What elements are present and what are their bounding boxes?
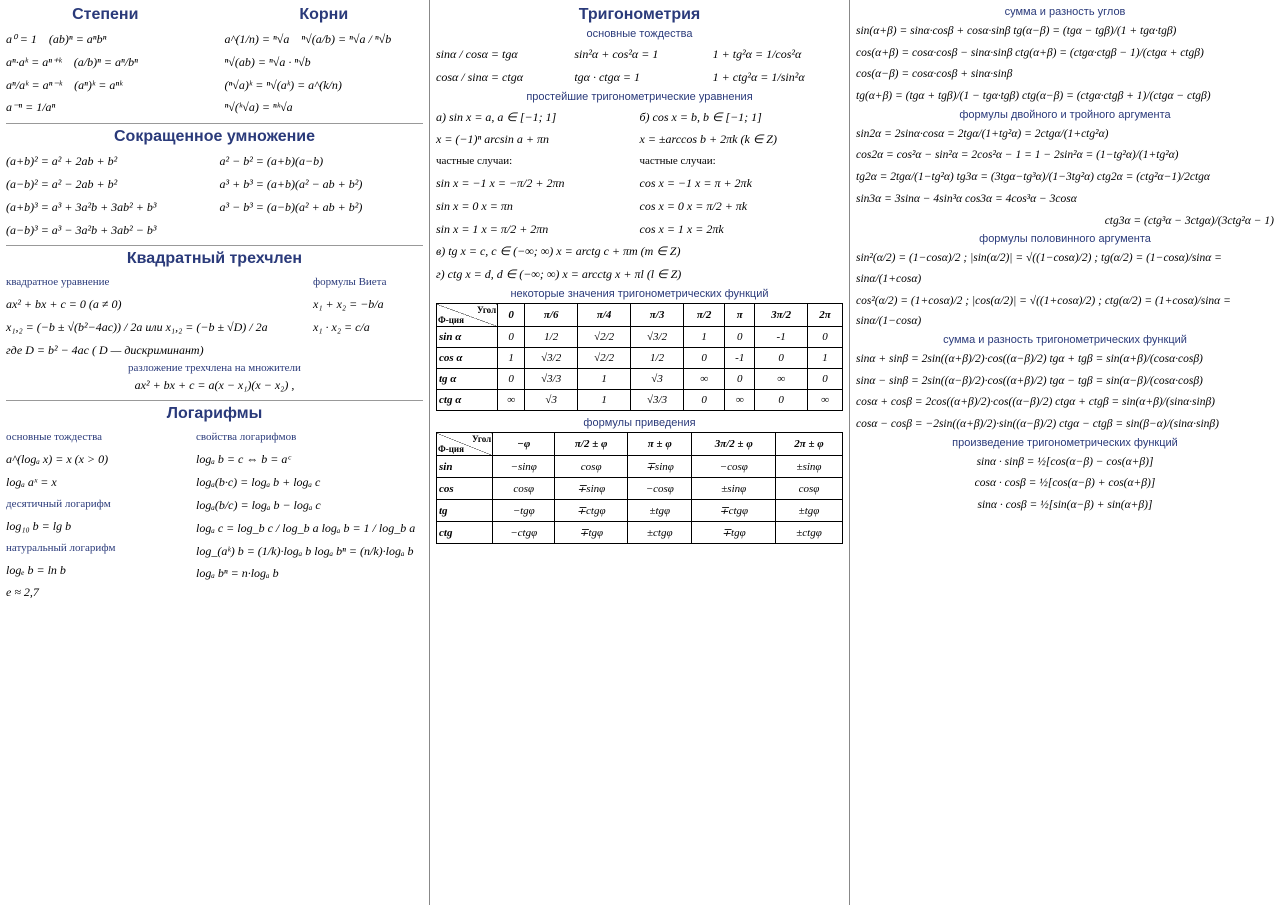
- quad-left: квадратное уравнение ax² + bx + c = 0 (a…: [6, 272, 293, 361]
- sub-reduction: формулы приведения: [436, 417, 843, 429]
- sumdiff-block: sinα + sinβ = 2sin((α+β)/2)·cos((α−β)/2)…: [856, 349, 1274, 435]
- double-block: sin2α = 2sinα·cosα = 2tgα/(1+tg²α) = 2ct…: [856, 124, 1274, 231]
- sub-equations: простейшие тригонометрические уравнения: [436, 91, 843, 103]
- column-2: Тригонометрия основные тождества sinα / …: [430, 0, 850, 905]
- column-3: сумма и разность углов sin(α+β) = sinα·c…: [850, 0, 1280, 905]
- sub-sum-angles: сумма и разность углов: [856, 6, 1274, 18]
- trig-eq-cd: в) tg x = c, c ∈ (−∞; ∞) x = arctg c + π…: [436, 240, 843, 286]
- heading-mult: Сокращенное умножение: [6, 128, 423, 146]
- trig-eqs: а) sin x = a, a ∈ [−1; 1] x = (−1)ⁿ arcs…: [436, 106, 843, 241]
- quad-fact-h: разложение трехчлена на множители: [6, 362, 423, 374]
- half-block: sin²(α/2) = (1−cosα)/2 ; |sin(α/2)| = √(…: [856, 248, 1274, 332]
- heading-roots: Корни: [225, 6, 424, 24]
- sub-values: некоторые значения тригонометрических фу…: [436, 288, 843, 300]
- sub-half: формулы половинного аргумента: [856, 233, 1274, 245]
- column-1: Степени a⁰ = 1(ab)ⁿ = aⁿbⁿ aⁿ·aᵏ = aⁿ⁺ᵏ(…: [0, 0, 430, 905]
- heading-powers: Степени: [6, 6, 205, 24]
- identities-block: sinα / cosα = tgαsin²α + cos²α = 11 + tg…: [436, 43, 843, 89]
- sub-product: произведение тригонометрических функций: [856, 437, 1274, 449]
- product-block: sinα · sinβ = ½[cos(α−β) − cos(α+β)] cos…: [856, 452, 1274, 516]
- quad-right: формулы Виета x₁ + x₂ = −b/a x₁ · x₂ = c…: [313, 272, 423, 361]
- heading-quadratic: Квадратный трехчлен: [6, 250, 423, 268]
- sub-double: формулы двойного и тройного аргумента: [856, 109, 1274, 121]
- sum-angles-block: sin(α+β) = sinα·cosβ + cosα·sinβ tg(α−β)…: [856, 21, 1274, 107]
- log-right: свойства логарифмов logₐ b = c ⇔ b = aᶜ …: [196, 427, 423, 604]
- heading-trig: Тригонометрия: [436, 6, 843, 24]
- reduction-table: УголФ-ция−φπ/2 ± φπ ± φ3π/2 ± φ2π ± φsin…: [436, 432, 843, 544]
- sub-sumdiff: сумма и разность тригонометрических функ…: [856, 334, 1274, 346]
- trig-values-table: УголФ-ция0π/6π/4π/3π/2π3π/22πsin α01/2√2…: [436, 303, 843, 411]
- roots-block: a^(1/n) = ⁿ√aⁿ√(a/b) = ⁿ√a / ⁿ√b ⁿ√(ab) …: [225, 28, 424, 119]
- heading-log: Логарифмы: [6, 405, 423, 423]
- quad-fact: ax² + bx + c = a(x − x₁)(x − x₂) ,: [6, 374, 423, 397]
- sub-identities: основные тождества: [436, 28, 843, 40]
- log-left: основные тождества a^(logₐ x) = x (x > 0…: [6, 427, 176, 604]
- powers-block: a⁰ = 1(ab)ⁿ = aⁿbⁿ aⁿ·aᵏ = aⁿ⁺ᵏ(a/b)ⁿ = …: [6, 28, 205, 119]
- mult-block: (a+b)² = a² + 2ab + b²a² − b² = (a+b)(a−…: [6, 150, 423, 241]
